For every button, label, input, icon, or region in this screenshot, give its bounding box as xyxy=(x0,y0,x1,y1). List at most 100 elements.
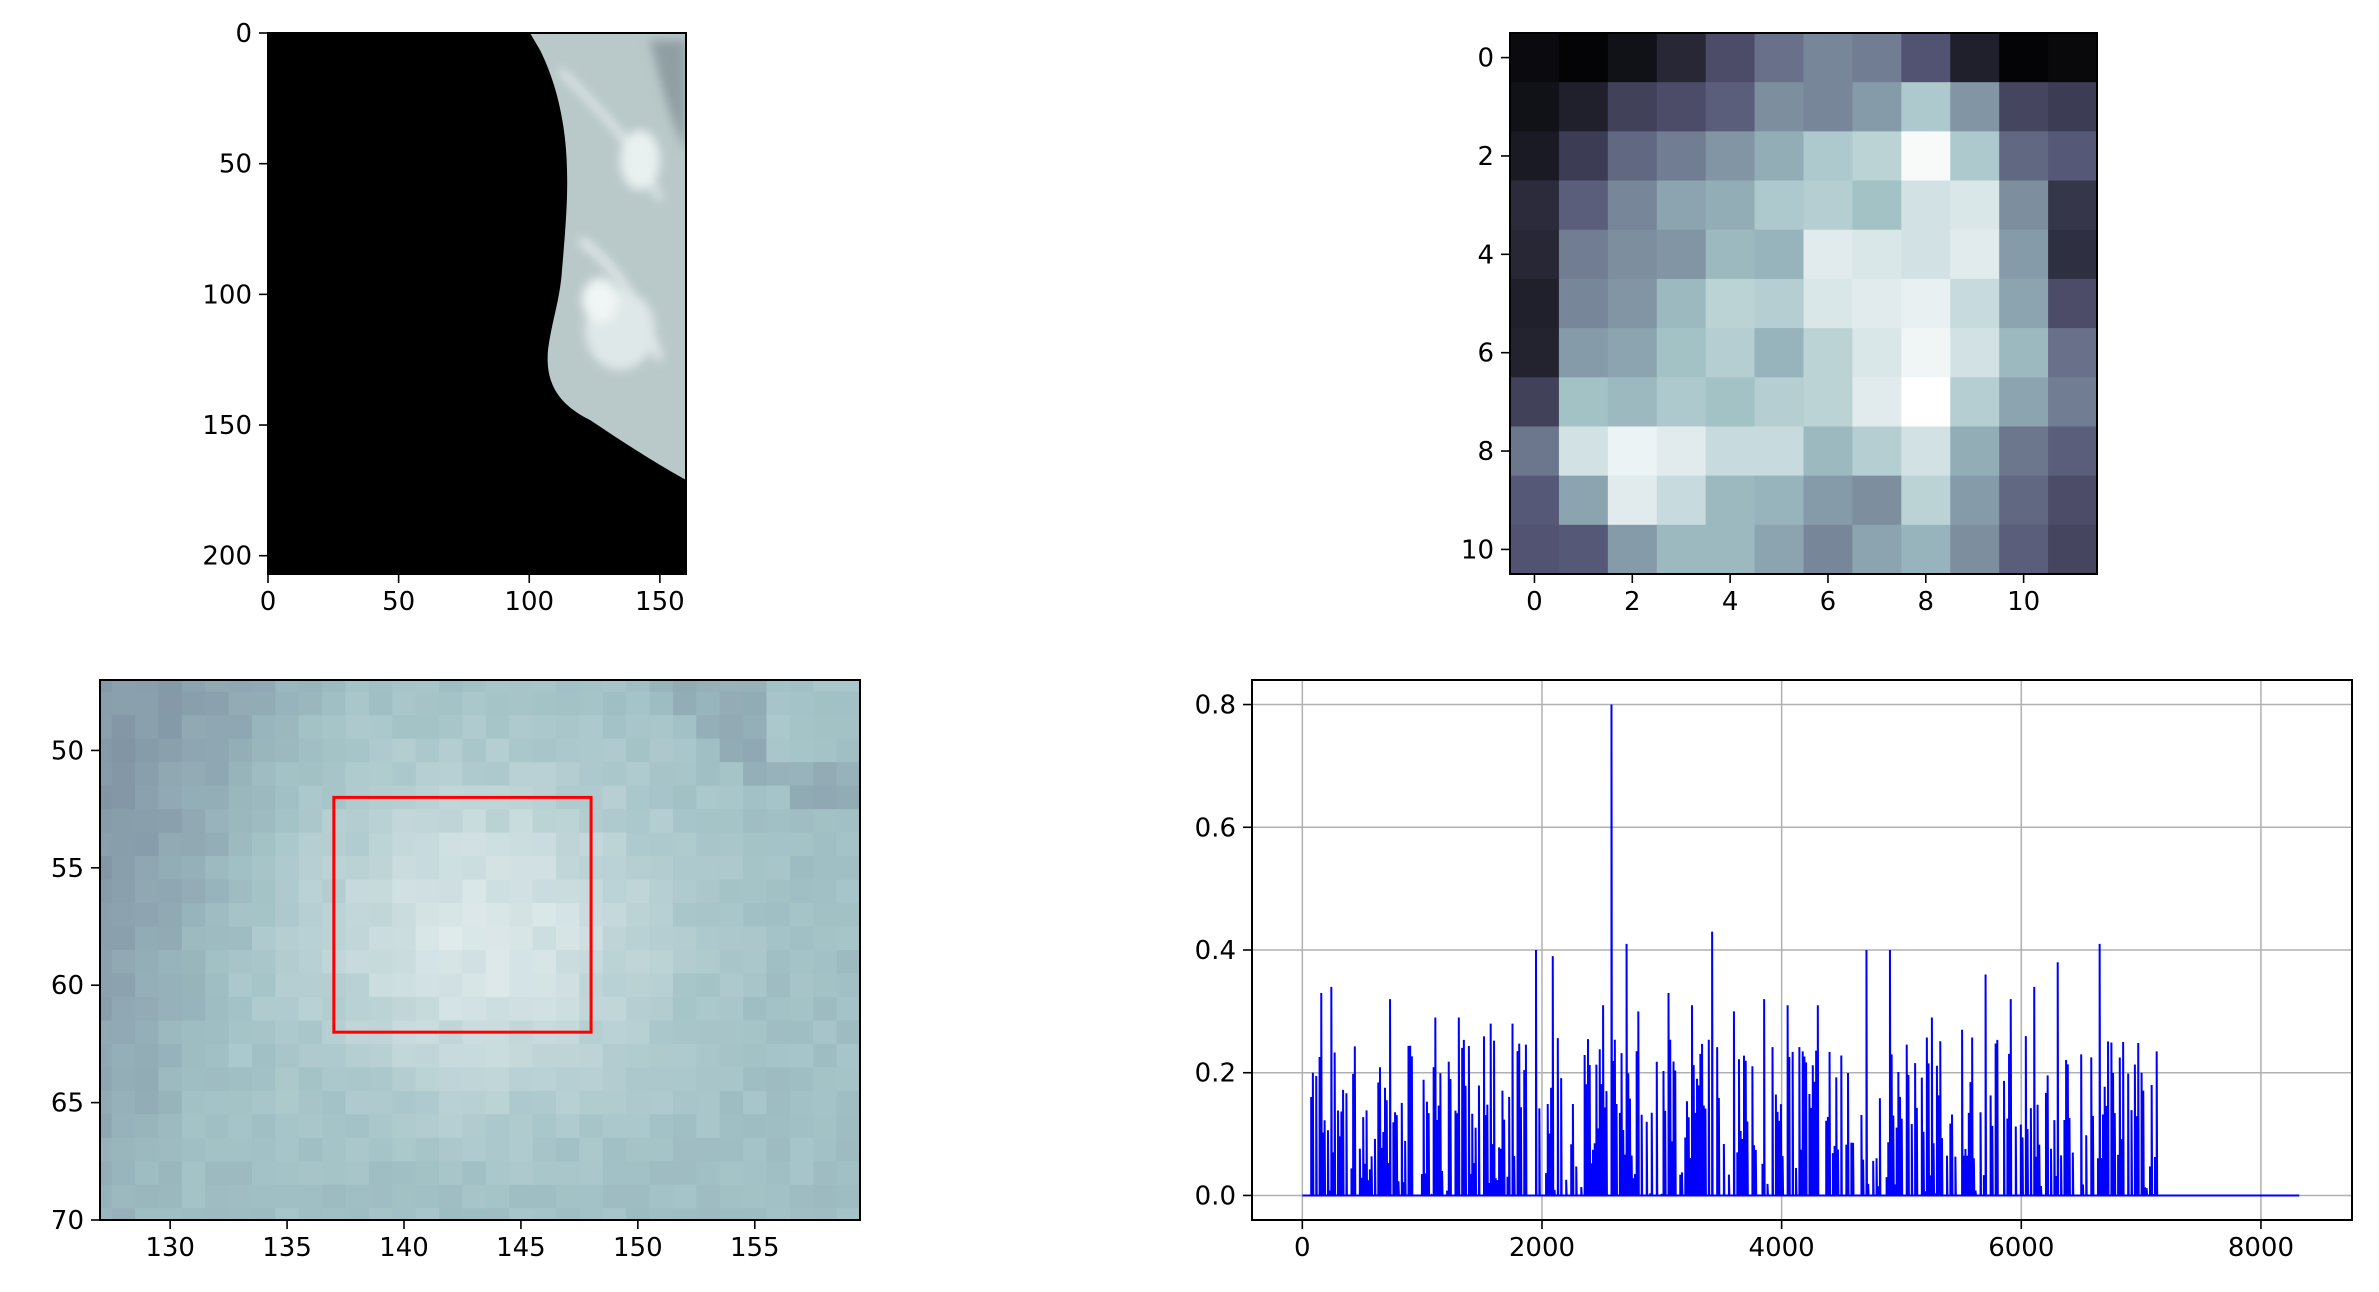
zoom-cell xyxy=(719,973,744,998)
zoom-cell xyxy=(860,880,884,904)
zoom-cell xyxy=(836,1208,860,1220)
zoom-cell xyxy=(345,738,370,763)
heatmap-cell xyxy=(1950,426,2000,477)
zoom-cell xyxy=(298,715,323,740)
heatmap-cell xyxy=(1999,229,2049,280)
zoom-cell xyxy=(719,926,744,951)
zoom-cell xyxy=(860,1185,884,1209)
panel1-ytick-label: 150 xyxy=(202,411,252,441)
zoom-cell xyxy=(205,1043,230,1068)
zoom-cell xyxy=(158,903,183,928)
zoom-cell xyxy=(135,903,160,928)
heatmap-cell xyxy=(1607,328,1658,378)
zoom-cell xyxy=(485,832,510,857)
zoom-cell xyxy=(111,996,136,1022)
zoom-cell xyxy=(766,645,790,669)
zoom-cell xyxy=(275,1090,300,1115)
zoom-cell xyxy=(439,903,464,928)
heatmap-cell xyxy=(1705,278,1756,329)
zoom-cell xyxy=(766,1161,791,1186)
heatmap-cell xyxy=(1607,475,1658,526)
zoom-cell xyxy=(579,762,604,787)
zoom-cell xyxy=(509,1114,534,1139)
heatmap-cell xyxy=(1656,475,1707,526)
zoom-cell xyxy=(602,1208,627,1220)
zoom-cell xyxy=(158,1020,183,1045)
zoom-cell xyxy=(556,996,580,1022)
heatmap-cell xyxy=(1950,328,2000,378)
zoom-cell xyxy=(626,1137,651,1162)
heatmap-cell xyxy=(1558,524,1609,575)
zoom-cell xyxy=(252,785,276,810)
zoom-cell xyxy=(860,973,884,997)
zoom-cell xyxy=(789,926,814,951)
zoom-cell xyxy=(392,1208,417,1220)
heatmap-cell xyxy=(2048,328,2098,378)
heatmap-cell xyxy=(1656,524,1707,575)
zoom-cell xyxy=(392,1161,417,1186)
zoom-cell xyxy=(368,1137,393,1162)
zoom-cell xyxy=(672,1184,697,1209)
heatmap-cell xyxy=(2048,524,2098,575)
zoom-cell xyxy=(556,1161,580,1186)
heatmap-cell xyxy=(1705,328,1756,378)
heatmap-cell xyxy=(1754,475,1805,526)
zoom-cell xyxy=(368,680,393,693)
zoom-cell xyxy=(696,926,721,951)
zoom-cell xyxy=(649,762,674,787)
zoom-cell xyxy=(252,1137,276,1162)
zoom-cell xyxy=(392,903,417,928)
zoom-cell xyxy=(649,973,674,998)
zoom-cell xyxy=(228,809,253,834)
zoom-cell xyxy=(462,738,487,763)
zoom-cell xyxy=(252,879,276,904)
zoom-cell xyxy=(766,691,791,716)
zoom-cell xyxy=(252,691,276,716)
zoom-cell xyxy=(415,926,440,951)
zoom-cell xyxy=(100,926,113,951)
heatmap-cell xyxy=(1852,377,1902,428)
zoom-cell xyxy=(158,1137,183,1162)
zoom-cell xyxy=(205,762,230,787)
zoom-cell xyxy=(368,879,393,904)
zoom-cell xyxy=(439,1184,464,1209)
zoom-cell xyxy=(392,762,417,787)
zoom-cell xyxy=(649,996,674,1022)
heatmap-cell xyxy=(1510,377,1560,428)
zoom-cell xyxy=(100,785,113,810)
zoom-cell xyxy=(509,680,534,693)
zoom-cell xyxy=(532,832,557,857)
zoom-cell xyxy=(789,879,814,904)
zoom-cell xyxy=(649,1090,674,1115)
zoom-cell xyxy=(462,1208,487,1220)
heatmap-cell xyxy=(2048,180,2098,231)
panel3-xtick-label: 155 xyxy=(730,1233,780,1263)
zoom-cell xyxy=(345,691,370,716)
zoom-cell xyxy=(813,1208,838,1220)
zoom-cell xyxy=(696,1020,721,1045)
panel-patch: 0 2 4 6 8 10 0 2 4 6 8 10 xyxy=(1461,32,2098,617)
zoom-cell xyxy=(626,762,651,787)
zoom-cell xyxy=(743,1043,768,1068)
zoom-cell xyxy=(415,691,440,716)
zoom-cell xyxy=(860,809,884,833)
zoom-cell xyxy=(696,691,721,716)
panel3-xtick-label: 150 xyxy=(613,1233,663,1263)
panel3-xtick-label: 140 xyxy=(379,1233,429,1263)
zoom-cell xyxy=(205,1208,230,1220)
zoom-cell xyxy=(602,856,627,881)
zoom-cell xyxy=(205,832,230,857)
heatmap-cell xyxy=(1950,229,2000,280)
zoom-cell xyxy=(626,1184,651,1209)
zoom-cell xyxy=(252,903,276,928)
zoom-cell xyxy=(135,715,160,740)
zoom-cell xyxy=(860,1138,884,1162)
zoom-cell xyxy=(766,738,791,763)
zoom-cell xyxy=(789,1114,814,1139)
zoom-cell xyxy=(743,785,768,810)
zoom-cell xyxy=(392,1137,417,1162)
zoom-cell xyxy=(485,1161,510,1186)
panel-line-plot: 0 2000 4000 6000 8000 0.0 0.2 0.4 0.6 0.8 xyxy=(1195,679,2353,1263)
zoom-cell xyxy=(369,645,393,669)
zoom-cell xyxy=(111,832,136,857)
